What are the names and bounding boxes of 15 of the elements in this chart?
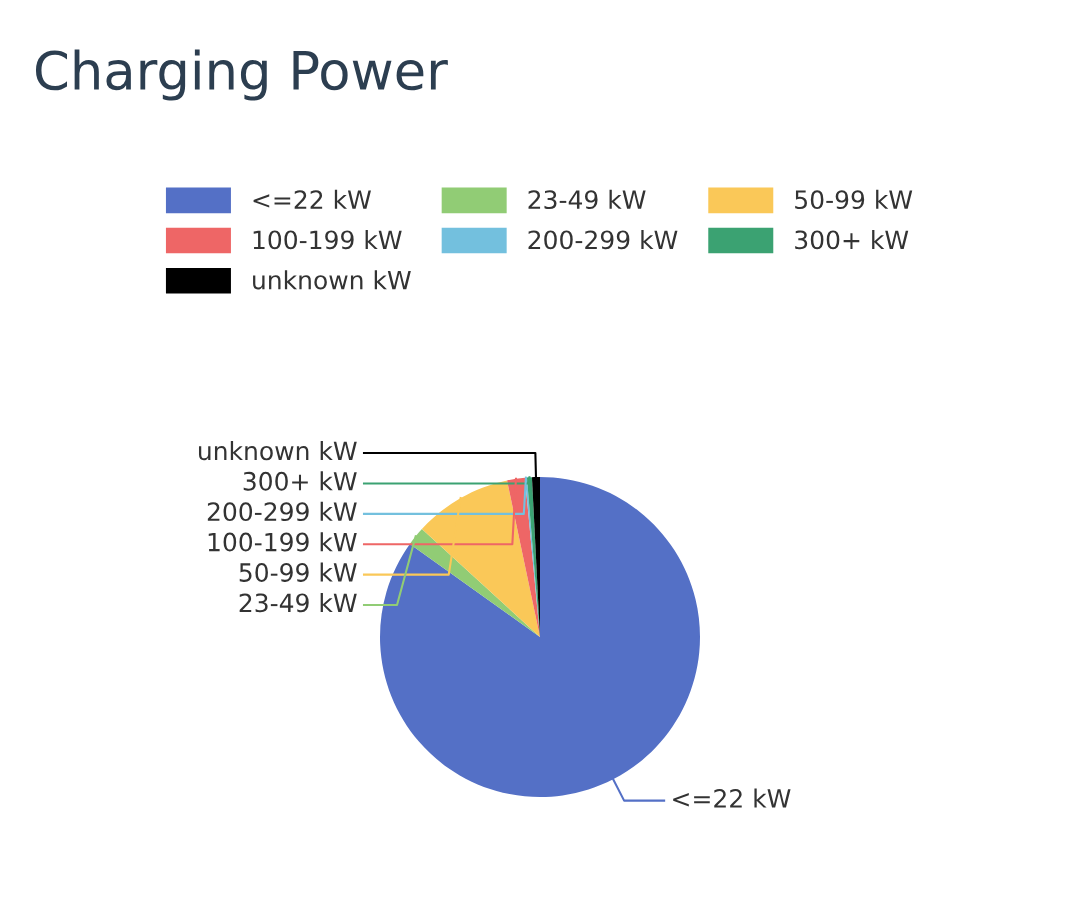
- legend-label: 100-199 kW: [253, 229, 402, 250]
- legend-label: 50-99 kW: [795, 189, 913, 210]
- legend-label: 200-299 kW: [528, 229, 678, 250]
- slice-label: 300+ kW: [243, 471, 357, 491]
- legend-label: 23-49 kW: [528, 189, 646, 210]
- legend-label: <=22 kW: [253, 189, 371, 209]
- slice-label: 200-299 kW: [207, 501, 357, 522]
- slice-label: 50-99 kW: [239, 562, 357, 582]
- slice-label: unknown kW: [198, 440, 357, 461]
- legend-label: 300+ kW: [795, 229, 909, 250]
- slice-label: <=22 kW: [673, 788, 791, 808]
- legend-label: unknown kW: [253, 270, 411, 290]
- slice-label: 23-49 kW: [239, 592, 357, 613]
- slice-label: 100-199 kW: [208, 532, 357, 552]
- chart-title: Charging Power: [35, 49, 448, 101]
